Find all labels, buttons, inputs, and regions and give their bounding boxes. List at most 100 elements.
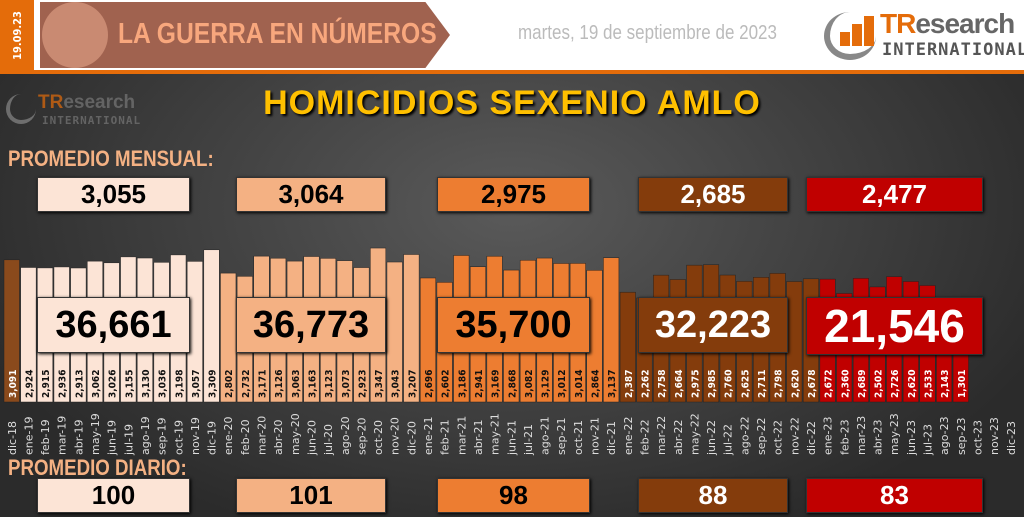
total-box-2019: 36,661 [37, 297, 190, 353]
bar-value-label: 3,126 [274, 370, 285, 398]
month-tick-label: jul-19 [122, 424, 135, 456]
monthly-average-label: PROMEDIO MENSUAL: [8, 146, 214, 171]
bar-value-label: 3,169 [491, 370, 502, 398]
month-tick-label: jul-23 [922, 424, 935, 456]
bar-value-label: 2,726 [890, 370, 901, 398]
month-tick-label: feb-19 [39, 419, 52, 455]
daily-avg-box-2022: 88 [638, 478, 788, 513]
bar-value-label: 2,689 [857, 370, 868, 398]
bar-dic-21 [603, 257, 620, 403]
date-tag: 19.09.23 [0, 0, 34, 70]
bar-ene-21 [420, 277, 436, 403]
month-tick-label: jul-22 [722, 424, 735, 456]
month-tick-label: nov-22 [788, 417, 801, 455]
bar-value-label: 2,864 [591, 370, 602, 398]
month-tick-label: abr-22 [672, 419, 685, 455]
month-tick-label: ago-23 [938, 416, 951, 455]
month-tick-label: abr-23 [872, 419, 885, 455]
month-tick-label: ago-21 [539, 416, 552, 455]
divider [0, 70, 1024, 74]
banner-title: LA GUERRA EN NÚMEROS [118, 18, 437, 50]
bar-value-label: 2,262 [640, 370, 651, 398]
logo-mark-icon [6, 94, 36, 124]
bar-value-label: 3,123 [324, 370, 335, 398]
monthly-avg-box-2019: 3,055 [37, 177, 190, 212]
month-tick-label: jul-20 [322, 424, 335, 456]
bar-ene-19 [20, 267, 37, 403]
monthly-avg-box-2021: 2,975 [437, 177, 590, 212]
month-tick-label: oct-20 [372, 420, 385, 455]
logo: TResearch INTERNATIONAL [822, 8, 1024, 64]
bar-value-label: 3,207 [407, 370, 418, 398]
bar-value-label: 2,868 [507, 370, 518, 398]
bar-ene-20 [220, 272, 237, 403]
month-tick-label: abr-20 [272, 419, 285, 455]
monthly-avg-box-2023: 2,477 [806, 177, 983, 212]
bar-value-label: 3,129 [541, 370, 552, 398]
monthly-avg-box-2022: 2,685 [638, 177, 788, 212]
month-tick-label: sep-23 [955, 418, 968, 455]
bar-value-label: 1,301 [957, 370, 968, 398]
month-tick-label: sep-22 [755, 418, 768, 455]
month-tick-label: jun-21 [505, 420, 518, 456]
month-tick-label: mar-19 [56, 416, 69, 455]
bar-value-label: 3,163 [307, 370, 318, 398]
month-tick-label: sep-20 [355, 418, 368, 455]
month-tick-label: dic-21 [605, 421, 618, 455]
month-tick-label: nov-23 [988, 417, 1001, 455]
bar-value-label: 3,036 [158, 370, 169, 398]
month-tick-label: oct-19 [172, 420, 185, 455]
month-tick-label: mar-22 [655, 416, 668, 455]
month-tick-label: mar-20 [256, 416, 269, 455]
month-tick-label: feb-23 [838, 419, 851, 455]
month-tick-label: jun-22 [705, 420, 718, 456]
month-tick-label: oct-22 [772, 420, 785, 455]
logo-sub: INTERNATIONAL [882, 40, 1024, 60]
month-tick-label: ene-19 [22, 417, 35, 455]
monthly-avg-box-2020: 3,064 [236, 177, 386, 212]
bar-value-label: 2,678 [807, 370, 818, 398]
bar-value-label: 2,696 [424, 370, 435, 398]
month-tick-label: ene-21 [422, 417, 435, 455]
month-tick-label: sep-21 [555, 418, 568, 455]
bar-value-label: 2,664 [674, 370, 685, 398]
month-tick-label: may-22 [688, 413, 701, 455]
bar-value-label: 2,924 [24, 370, 35, 398]
bar-value-label: 3,062 [91, 370, 102, 398]
month-tick-label: feb-20 [239, 419, 252, 455]
month-tick-label: ago-19 [139, 416, 152, 455]
bar-value-label: 2,760 [724, 370, 735, 398]
bar-value-label: 2,602 [441, 370, 452, 398]
bar-value-label: 2,620 [790, 370, 801, 398]
bar-value-label: 2,798 [774, 370, 785, 398]
month-tick-label: ago-20 [339, 416, 352, 455]
month-tick-label: may-23 [888, 413, 901, 455]
bar-value-label: 3,091 [8, 370, 19, 398]
bar-value-label: 3,155 [124, 370, 135, 398]
month-tick-label: mar-23 [855, 416, 868, 455]
month-tick-label: dic-18 [6, 421, 19, 455]
month-tick-label: sep-19 [156, 418, 169, 455]
month-tick-label: oct-23 [971, 420, 984, 455]
month-tick-label: feb-22 [638, 419, 651, 455]
month-tick-label: feb-21 [439, 419, 452, 455]
month-tick-label: oct-21 [572, 420, 585, 455]
logo-mark-icon [824, 12, 876, 60]
bar-nov-20 [386, 261, 403, 403]
watermark-logo: TResearch INTERNATIONAL [4, 92, 144, 132]
daily-average-label: PROMEDIO DIARIO: [8, 455, 187, 480]
chart-title: HOMICIDIOS SEXENIO AMLO [263, 84, 761, 122]
bar-value-label: 3,347 [374, 370, 385, 398]
bar-ene-22 [619, 291, 636, 403]
bar-value-label: 3,073 [341, 370, 352, 398]
month-tick-label: may-20 [289, 413, 302, 455]
month-tick-label: may-19 [89, 413, 102, 455]
bar-value-label: 3,063 [291, 370, 302, 398]
total-box-2021: 35,700 [437, 297, 590, 353]
month-tick-label: dic-20 [405, 421, 418, 455]
bar-value-label: 2,915 [41, 370, 52, 398]
month-tick-label: ene-20 [222, 417, 235, 455]
daily-avg-box-2021: 98 [437, 478, 590, 513]
bar-value-label: 2,143 [940, 370, 951, 398]
